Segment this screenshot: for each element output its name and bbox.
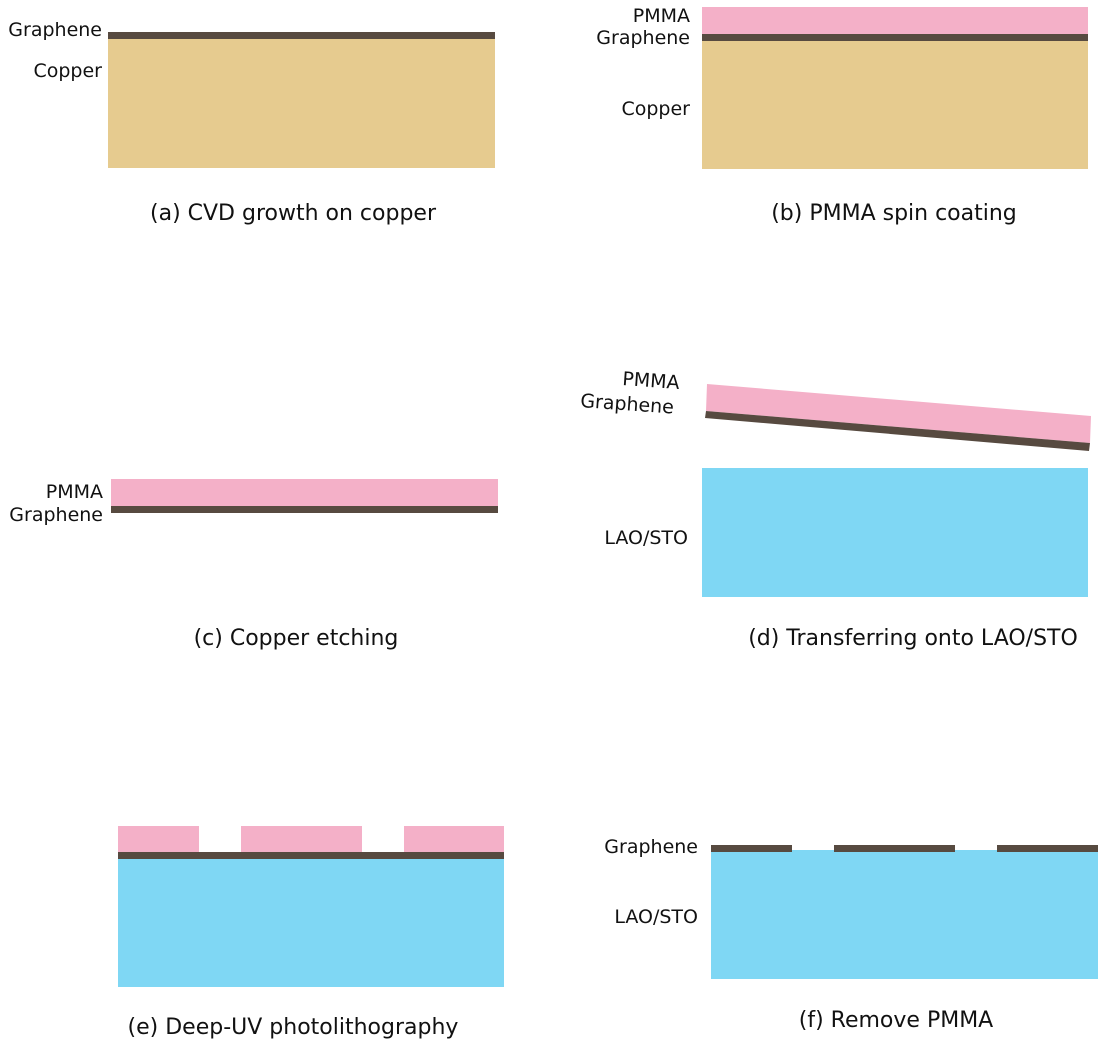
graphene-layer [702, 34, 1088, 41]
pmma-label: PMMA [633, 5, 690, 27]
pmma-layer [702, 7, 1088, 34]
graphene-layer [111, 506, 498, 513]
panel-d: PMMA Graphene LAO/STO (d) Transferring o… [580, 368, 1091, 651]
pmma-block-middle [241, 826, 362, 852]
substrate-label: LAO/STO [614, 906, 698, 928]
caption-b: (b) PMMA spin coating [771, 201, 1017, 226]
caption-c: (c) Copper etching [194, 626, 399, 651]
panel-a: Graphene Copper (a) CVD growth on copper [8, 19, 495, 226]
pmma-block-right [404, 826, 504, 852]
copper-layer [702, 41, 1088, 169]
panel-c: PMMA Graphene (c) Copper etching [9, 479, 498, 651]
substrate-layer [118, 857, 504, 987]
pmma-label: PMMA [46, 481, 103, 503]
substrate-layer [711, 850, 1098, 979]
graphene-label: Graphene [596, 27, 690, 49]
graphene-label: Graphene [8, 19, 102, 41]
substrate-label: LAO/STO [604, 527, 688, 549]
graphene-strip-right [997, 845, 1098, 852]
caption-e: (e) Deep-UV photolithography [128, 1015, 459, 1040]
copper-layer [108, 38, 495, 168]
copper-label: Copper [621, 98, 690, 120]
copper-label: Copper [33, 60, 102, 82]
caption-a: (a) CVD growth on copper [150, 201, 437, 226]
graphene-layer [108, 32, 495, 39]
substrate-layer [702, 468, 1088, 597]
panel-e: (e) Deep-UV photolithography [118, 826, 504, 1040]
panel-f: Graphene LAO/STO (f) Remove PMMA [604, 836, 1098, 1033]
graphene-label: Graphene [9, 504, 103, 526]
graphene-strip-middle [834, 845, 955, 852]
pmma-block-left [118, 826, 199, 852]
graphene-layer [118, 852, 504, 859]
graphene-layer [705, 411, 1090, 451]
panel-b: PMMA Graphene Copper (b) PMMA spin coati… [596, 5, 1088, 226]
pmma-layer [706, 384, 1091, 443]
caption-d: (d) Transferring onto LAO/STO [748, 626, 1078, 651]
caption-f: (f) Remove PMMA [799, 1008, 993, 1033]
pmma-layer [111, 479, 498, 506]
graphene-label: Graphene [580, 390, 675, 418]
pmma-label: PMMA [622, 368, 681, 394]
graphene-label: Graphene [604, 836, 698, 858]
graphene-strip-left [711, 845, 792, 852]
